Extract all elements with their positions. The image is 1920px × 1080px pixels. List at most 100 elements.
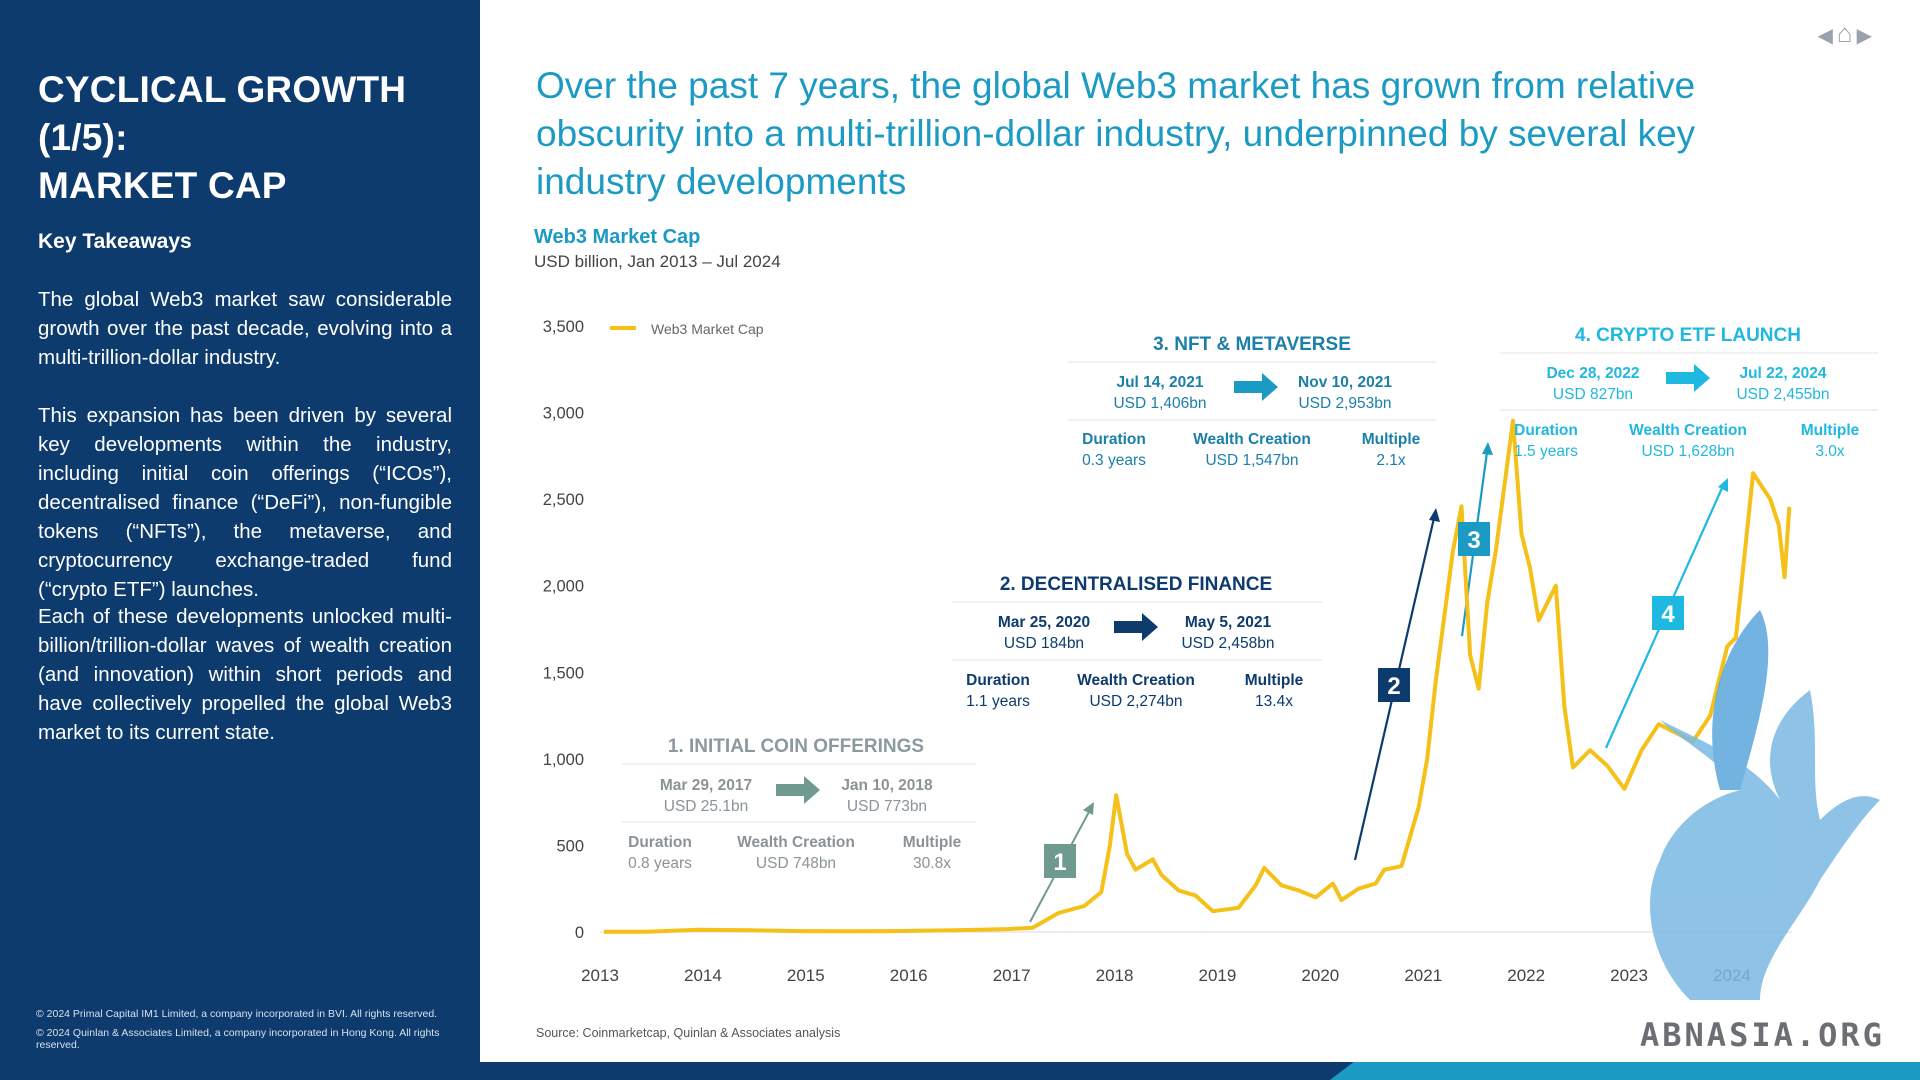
etf-end-date: Jul 22, 2024 [1739, 365, 1826, 382]
chart-subtitle: USD billion, Jan 2013 – Jul 2024 [534, 252, 781, 271]
series-line-web3-market-cap [603, 418, 1792, 934]
x-tick-label: 2022 [1507, 966, 1545, 985]
etf-multiple-label: Multiple [1801, 422, 1860, 439]
etf-multiple-value: 3.0x [1815, 443, 1845, 460]
marker-3-box [1458, 522, 1490, 556]
marker-1-label: 1 [1053, 849, 1066, 876]
y-tick-label: 2,500 [543, 491, 584, 509]
nft-arrowhead-icon [1482, 442, 1493, 455]
x-tick-label: 2018 [1096, 966, 1134, 985]
y-tick-label: 3,000 [543, 405, 584, 423]
y-tick-label: 2,000 [543, 578, 584, 596]
x-tick-label: 2021 [1404, 966, 1442, 985]
chart-title: Web3 Market Cap [534, 226, 701, 248]
ico-wealth-label: Wealth Creation [737, 834, 855, 851]
marker-4-label: 4 [1661, 601, 1675, 628]
copyright-quinlan: © 2024 Quinlan & Associates Limited, a c… [36, 1027, 440, 1051]
defi-title: 2. DECENTRALISED FINANCE [1000, 574, 1272, 595]
etf-duration-value: 1.5 years [1514, 443, 1578, 460]
takeaway-paragraph-1: The global Web3 market saw considerable … [38, 288, 452, 369]
slide-nav: ◀⌂▶ [1818, 18, 1877, 49]
defi-duration-label: Duration [966, 672, 1030, 689]
nft-start-value: USD 1,406bn [1113, 395, 1206, 412]
marker-4-box [1652, 596, 1684, 630]
x-tick-label: 2020 [1301, 966, 1339, 985]
ico-duration-value: 0.8 years [628, 855, 692, 872]
ico-right-arrow-icon [776, 776, 820, 804]
etf-wealth-value: USD 1,628bn [1641, 443, 1734, 460]
x-tick-label: 2016 [890, 966, 928, 985]
takeaway-paragraph-2: This expansion has been driven by severa… [38, 404, 452, 601]
etf-right-arrow-icon [1666, 364, 1710, 392]
defi-right-arrow-icon [1114, 613, 1158, 641]
headline: Over the past 7 years, the global Web3 m… [536, 65, 1696, 202]
x-tick-label: 2017 [993, 966, 1031, 985]
annotation-nft: 3. NFT & METAVERSE Jul 14, 2021 USD 1,40… [1068, 334, 1436, 469]
sidebar: CYCLICAL GROWTH (1/5): MARKET CAP Key Ta… [0, 0, 480, 1080]
y-tick-label: 3,500 [543, 318, 584, 336]
x-tick-label: 2019 [1199, 966, 1237, 985]
etf-end-value: USD 2,455bn [1736, 386, 1829, 403]
etf-title: 4. CRYPTO ETF LAUNCH [1575, 325, 1801, 346]
copyright-primal: © 2024 Primal Capital IM1 Limited, a com… [36, 1008, 438, 1020]
ico-end-date: Jan 10, 2018 [841, 777, 933, 794]
defi-duration-value: 1.1 years [966, 693, 1030, 710]
annotation-etf: 4. CRYPTO ETF LAUNCH Dec 28, 2022 USD 82… [1500, 325, 1878, 460]
watermark-text: ABNASIA.ORG [1640, 1016, 1885, 1054]
x-tick-label: 2014 [684, 966, 722, 985]
nft-title: 3. NFT & METAVERSE [1153, 334, 1351, 355]
nft-multiple-label: Multiple [1362, 431, 1421, 448]
y-tick-label: 1,500 [543, 664, 584, 682]
defi-wealth-value: USD 2,274bn [1089, 693, 1182, 710]
page-title-line2: MARKET CAP [38, 165, 287, 206]
defi-end-date: May 5, 2021 [1185, 614, 1272, 631]
nft-wealth-value: USD 1,547bn [1205, 452, 1298, 469]
nft-right-arrow-icon [1234, 373, 1278, 401]
etf-start-value: USD 827bn [1553, 386, 1633, 403]
source-note: Source: Coinmarketcap, Quinlan & Associa… [536, 1026, 841, 1040]
nft-end-date: Nov 10, 2021 [1298, 374, 1392, 391]
nft-wealth-label: Wealth Creation [1193, 431, 1311, 448]
marker-2-box [1378, 668, 1410, 702]
defi-arrowhead-icon [1429, 508, 1440, 522]
footer-bar-teal [1330, 1062, 1920, 1080]
ico-end-value: USD 773bn [847, 798, 927, 815]
etf-duration-label: Duration [1514, 422, 1578, 439]
prev-arrow-icon[interactable]: ◀ [1817, 25, 1837, 47]
legend-label: Web3 Market Cap [651, 321, 764, 337]
y-axis: 0 500 1,000 1,500 2,000 2,500 3,000 3,500 [543, 318, 584, 942]
key-takeaways-heading: Key Takeaways [38, 230, 192, 253]
y-tick-label: 500 [556, 837, 584, 855]
griffin-logo-icon [1650, 610, 1880, 1000]
nft-multiple-value: 2.1x [1376, 452, 1406, 469]
x-axis: 2013 2014 2015 2016 2017 2018 2019 2020 2021 2022… [581, 966, 1751, 985]
annotation-defi: 2. DECENTRALISED FINANCE Mar 25, 2020 US… [952, 574, 1322, 710]
ico-duration-label: Duration [628, 834, 692, 851]
defi-wealth-label: Wealth Creation [1077, 672, 1195, 689]
ico-title: 1. INITIAL COIN OFFERINGS [668, 736, 924, 757]
defi-end-value: USD 2,458bn [1181, 635, 1274, 652]
home-icon[interactable]: ⌂ [1836, 18, 1857, 48]
marker-2-label: 2 [1387, 673, 1400, 700]
defi-start-date: Mar 25, 2020 [998, 614, 1090, 631]
marker-1-box [1044, 844, 1076, 878]
y-tick-label: 1,000 [543, 751, 584, 769]
next-arrow-icon[interactable]: ▶ [1856, 25, 1876, 47]
y-tick-label: 0 [575, 924, 584, 942]
ico-start-value: USD 25.1bn [664, 798, 748, 815]
page-title-line1: CYCLICAL GROWTH (1/5): [38, 69, 407, 158]
ico-arrowhead-icon [1083, 802, 1094, 815]
etf-arrowhead-icon [1718, 478, 1728, 492]
nft-start-date: Jul 14, 2021 [1116, 374, 1203, 391]
ico-start-date: Mar 29, 2017 [660, 777, 752, 794]
ico-multiple-label: Multiple [903, 834, 962, 851]
page-title: CYCLICAL GROWTH (1/5): MARKET CAP [38, 66, 458, 210]
x-tick-label: 2013 [581, 966, 619, 985]
etf-start-date: Dec 28, 2022 [1546, 365, 1639, 382]
nft-duration-label: Duration [1082, 431, 1146, 448]
takeaway-paragraph-3: Each of these developments unlocked mult… [38, 605, 452, 744]
nft-end-value: USD 2,953bn [1298, 395, 1391, 412]
defi-start-value: USD 184bn [1004, 635, 1084, 652]
nft-duration-value: 0.3 years [1082, 452, 1146, 469]
